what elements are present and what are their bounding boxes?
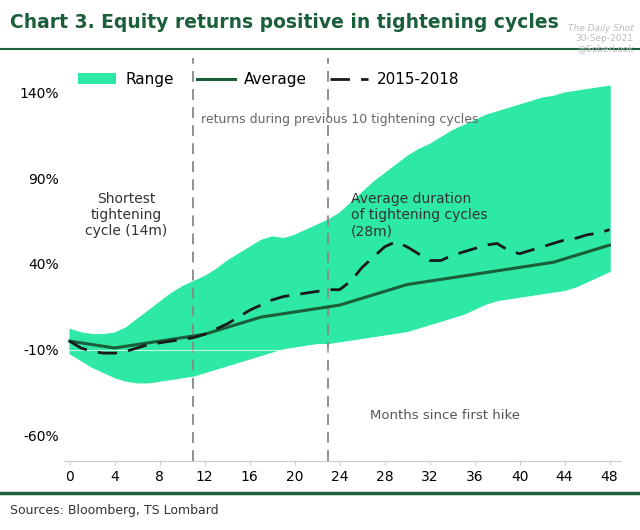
Text: Months since first hike: Months since first hike — [369, 409, 520, 422]
Text: The Daily Shot: The Daily Shot — [568, 24, 634, 33]
Text: Shortest
tightening
cycle (14m): Shortest tightening cycle (14m) — [84, 192, 167, 238]
Text: Sources: Bloomberg, TS Lombard: Sources: Bloomberg, TS Lombard — [10, 504, 218, 517]
Text: Chart 3. Equity returns positive in tightening cycles: Chart 3. Equity returns positive in tigh… — [10, 13, 558, 32]
Text: returns during previous 10 tightening cycles: returns during previous 10 tightening cy… — [201, 113, 478, 126]
Text: @SoberLook: @SoberLook — [577, 44, 634, 53]
Text: Average duration
of tightening cycles
(28m): Average duration of tightening cycles (2… — [351, 192, 487, 238]
Text: 30-Sep-2021: 30-Sep-2021 — [576, 34, 634, 43]
Legend: Range, Average, 2015-2018: Range, Average, 2015-2018 — [72, 66, 466, 93]
